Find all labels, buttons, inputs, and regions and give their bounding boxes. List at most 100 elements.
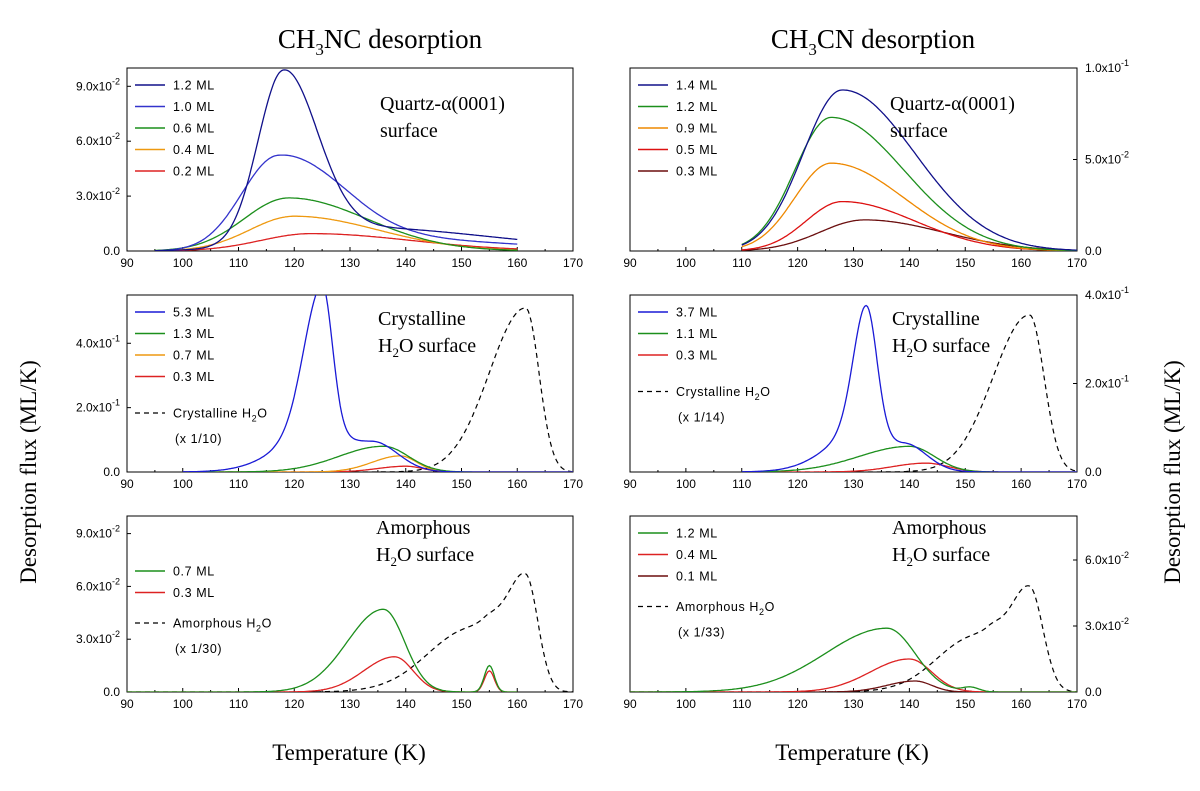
x-tick-label: 140 <box>396 256 416 270</box>
x-tick-label: 150 <box>955 256 975 270</box>
x-tick-label: 140 <box>396 697 416 711</box>
legend-label-0-3-ml: 0.3 ML <box>676 165 718 179</box>
title-ch3cn-desorption: CH3CN desorption <box>771 24 976 59</box>
legend-label-0-3-ml: 0.3 ML <box>173 586 215 600</box>
y-tick-label: 2.0x10-1 <box>1085 374 1129 391</box>
legend-label-water: Crystalline H2O <box>676 385 771 402</box>
series-line-1-1-ml <box>741 445 1077 472</box>
y-tick-label: 3.0x10-2 <box>76 186 120 203</box>
x-tick-label: 130 <box>843 256 863 270</box>
legend-label-0-1-ml: 0.1 ML <box>676 570 718 584</box>
x-tick-label: 160 <box>507 256 527 270</box>
surface-annotation-line: surface <box>380 120 438 142</box>
panels: 90 100 110 120 130 140 150 160 1700.03.0x10-26.0… <box>76 58 1129 711</box>
surface-annotation-line: H2O surface <box>892 544 990 569</box>
x-tick-label: 130 <box>843 477 863 491</box>
x-tick-label: 130 <box>340 256 360 270</box>
x-tick-label: 140 <box>899 697 919 711</box>
x-tick-label: 170 <box>563 477 583 491</box>
panel-nc-quartz: 90 100 110 120 130 140 150 160 170 0.0 3.0x10-2 6.0… <box>76 67 583 270</box>
x-tick-label: 100 <box>173 256 193 270</box>
legend: 5.3 ML 1.3 ML 0.7 ML 0.3 ML Crystalline H2O (… <box>135 306 267 446</box>
x-tick-label: 170 <box>563 697 583 711</box>
y-tick-label: 6.0x10-2 <box>76 131 120 148</box>
y-tick-label: 3.0x10-2 <box>1085 616 1129 633</box>
surface-annotation-line: H2O surface <box>376 544 474 569</box>
panel-frame <box>126 515 574 693</box>
surface-annotation-line: Crystalline <box>378 308 466 330</box>
legend-scale-factor: (x 1/33) <box>678 626 725 640</box>
legend-label-0-9-ml: 0.9 ML <box>676 122 718 136</box>
x-tick-label: 170 <box>1067 697 1087 711</box>
y-tick-label: 0.0 <box>1085 244 1102 258</box>
panel-nc-amorphous: 90 100 110 120 130 140 150 160 170 0.0 3.0x10-2 6.0… <box>76 515 583 711</box>
x-tick-label: 110 <box>229 256 248 270</box>
surface-annotation-line: Crystalline <box>892 308 980 330</box>
series-line-1-2-ml <box>630 627 1077 692</box>
x-tick-label: 100 <box>173 697 193 711</box>
legend: 1.2 ML 1.0 ML 0.6 ML 0.4 ML 0.2 ML <box>135 79 215 179</box>
x-tick-label: 170 <box>563 256 583 270</box>
legend-label-0-4-ml: 0.4 ML <box>676 548 718 562</box>
x-axis-label-right: Temperature (K) <box>775 740 929 765</box>
y-tick-label: 9.0x10-2 <box>76 524 120 541</box>
x-tick-label: 130 <box>340 697 360 711</box>
x-tick-label: 160 <box>507 697 527 711</box>
x-tick-label: 90 <box>623 477 637 491</box>
series-line-amorphous-h-o <box>127 572 573 692</box>
legend-scale-factor: (x 1/10) <box>175 432 222 446</box>
x-tick-label: 170 <box>1067 256 1087 270</box>
legend-label-1-3-ml: 1.3 ML <box>173 327 215 341</box>
legend-label-3-7-ml: 3.7 ML <box>676 306 718 320</box>
series-group <box>127 572 573 692</box>
series-line-1-2-ml <box>154 69 518 251</box>
y-tick-label: 4.0x10-1 <box>76 333 120 350</box>
legend-label-1-4-ml: 1.4 ML <box>676 79 718 93</box>
series-line-0-3-ml <box>127 656 518 692</box>
legend: 1.2 ML 0.4 ML 0.1 ML Amorphous H2O (x 1/33) <box>638 527 775 640</box>
x-tick-label: 160 <box>507 477 527 491</box>
series-line-0-3-ml <box>741 462 1077 472</box>
x-tick-label: 150 <box>451 477 471 491</box>
x-tick-label: 150 <box>955 697 975 711</box>
legend-label-0-3-ml: 0.3 ML <box>676 349 718 363</box>
legend-label-0-2-ml: 0.2 ML <box>173 165 215 179</box>
surface-annotation-line: Amorphous <box>376 517 471 539</box>
y-tick-label: 6.0x10-2 <box>1085 550 1129 567</box>
series-line-crystalline-h-o <box>741 314 1077 472</box>
legend-label-water: Amorphous H2O <box>676 600 775 617</box>
y-tick-label: 0.0 <box>103 244 120 258</box>
series-group <box>154 69 518 251</box>
x-tick-label: 160 <box>1011 477 1031 491</box>
x-tick-label: 150 <box>451 697 471 711</box>
series-group <box>630 585 1077 692</box>
x-tick-label: 120 <box>284 697 304 711</box>
x-tick-label: 120 <box>788 256 808 270</box>
surface-annotation-line: Quartz-α(0001) <box>890 93 1015 115</box>
series-line-0-2-ml <box>154 232 518 251</box>
x-tick-label: 100 <box>676 697 696 711</box>
y-tick-label: 0.0 <box>1085 685 1102 699</box>
panel-nc-crystalline: 90 100 110 120 130 140 150 160 170 0.0 2.0x10-1 4.0… <box>76 294 583 491</box>
y-tick-label: 6.0x10-2 <box>76 576 120 593</box>
x-tick-label: 140 <box>899 477 919 491</box>
legend-label-1-2-ml: 1.2 ML <box>676 527 718 541</box>
legend-label-0-4-ml: 0.4 ML <box>173 143 215 157</box>
x-tick-label: 160 <box>1011 697 1031 711</box>
surface-annotation-line: Amorphous <box>892 517 987 539</box>
x-tick-label: 150 <box>451 256 471 270</box>
x-tick-label: 90 <box>120 477 134 491</box>
series-line-1-4-ml <box>741 89 1077 251</box>
legend: 0.7 ML 0.3 ML Amorphous H2O (x 1/30) <box>135 565 271 656</box>
legend-label-1-2-ml: 1.2 ML <box>173 79 215 93</box>
title-ch3nc-desorption: CH3NC desorption <box>278 24 483 59</box>
series-line-5-3-ml <box>182 295 573 472</box>
x-tick-label: 120 <box>788 477 808 491</box>
y-tick-label: 1.0x10-1 <box>1085 58 1129 75</box>
x-tick-label: 90 <box>623 256 637 270</box>
legend-scale-factor: (x 1/14) <box>678 411 725 425</box>
x-tick-label: 130 <box>843 697 863 711</box>
x-tick-label: 100 <box>676 256 696 270</box>
x-tick-label: 120 <box>284 477 304 491</box>
